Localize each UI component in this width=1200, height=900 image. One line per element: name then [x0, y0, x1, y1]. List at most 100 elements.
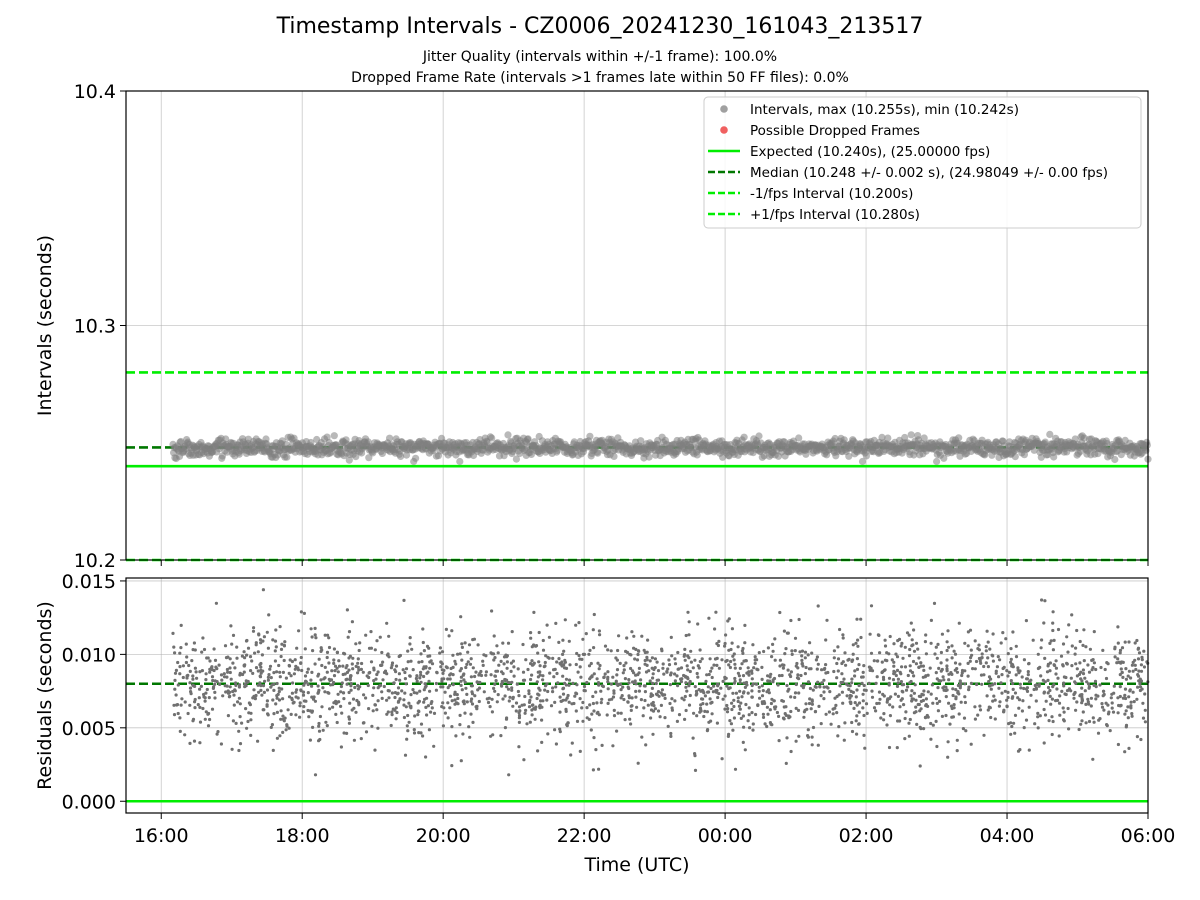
residual-point: [597, 629, 602, 633]
residual-point: [719, 686, 723, 690]
residual-point: [761, 712, 766, 716]
residual-point: [185, 655, 189, 659]
residual-point: [434, 681, 438, 686]
residual-point: [419, 670, 423, 674]
residual-point: [1043, 656, 1047, 661]
residual-point: [1038, 714, 1042, 718]
residual-point: [785, 683, 789, 688]
residual-point: [781, 699, 786, 703]
residual-point: [651, 672, 655, 676]
residual-point: [730, 641, 734, 645]
interval-point: [1046, 430, 1054, 438]
residual-point: [505, 666, 509, 670]
residual-point: [854, 641, 858, 645]
residual-point: [238, 715, 242, 719]
residual-point: [228, 666, 232, 670]
residual-point: [652, 704, 656, 708]
residual-point: [231, 719, 235, 723]
residual-point: [778, 664, 782, 668]
residual-point: [645, 663, 649, 668]
residual-point: [462, 702, 466, 706]
residual-point: [1119, 667, 1123, 671]
residual-point: [920, 692, 924, 697]
residual-point: [558, 730, 562, 734]
legend-label: Possible Dropped Frames: [750, 123, 920, 139]
residual-point: [855, 657, 860, 661]
residual-point: [794, 706, 798, 711]
residual-point: [578, 697, 582, 701]
residual-point: [527, 692, 531, 696]
residual-point: [900, 665, 904, 669]
residual-point: [501, 697, 505, 701]
residual-point: [183, 700, 187, 704]
residual-point: [561, 692, 566, 696]
residual-point: [252, 688, 256, 692]
residual-point: [332, 647, 336, 651]
residual-point: [310, 695, 314, 699]
residual-point: [737, 704, 742, 708]
residual-point: [302, 611, 306, 616]
residual-point: [240, 654, 244, 658]
residual-point: [660, 688, 665, 692]
residual-point: [712, 663, 716, 667]
residual-point: [521, 670, 526, 674]
residual-point: [615, 668, 620, 672]
residual-point: [1121, 660, 1125, 665]
residual-point: [203, 717, 207, 721]
residual-point: [516, 667, 520, 671]
residual-point: [861, 706, 865, 710]
residual-point: [215, 732, 219, 736]
residual-point: [1062, 681, 1066, 685]
residual-point: [889, 695, 893, 699]
residual-point: [861, 675, 865, 679]
residual-point: [606, 701, 610, 706]
residual-point: [1084, 702, 1088, 707]
residual-point: [663, 716, 667, 720]
residual-point: [777, 714, 781, 719]
residual-point: [635, 705, 639, 709]
residual-point: [585, 716, 589, 720]
residual-point: [302, 705, 306, 709]
residual-point: [448, 694, 452, 698]
residual-point: [771, 680, 775, 684]
residual-point: [409, 693, 413, 697]
residual-point: [1025, 677, 1029, 681]
residual-point: [1108, 729, 1112, 733]
residual-point: [894, 673, 898, 678]
residual-point: [967, 685, 971, 689]
residual-point: [997, 675, 1001, 679]
residual-point: [1061, 663, 1065, 667]
residual-point: [364, 696, 368, 700]
residual-point: [650, 686, 655, 691]
residual-point: [515, 682, 519, 686]
residual-point: [592, 709, 596, 713]
residual-point: [545, 698, 549, 702]
residual-point: [1061, 706, 1065, 710]
residual-point: [797, 677, 801, 681]
residual-point: [1129, 676, 1133, 680]
residual-point: [1062, 684, 1066, 688]
interval-point: [594, 449, 602, 457]
residual-point: [736, 645, 740, 649]
x-tick-label: 16:00: [134, 825, 189, 847]
residual-point: [1075, 667, 1079, 671]
residual-point: [1018, 669, 1022, 673]
residual-point: [262, 708, 266, 712]
residual-point: [632, 634, 636, 638]
residual-point: [244, 707, 248, 711]
residual-point: [372, 686, 376, 690]
residual-point: [208, 670, 212, 674]
residual-point: [234, 721, 238, 726]
residual-point: [451, 665, 455, 670]
residual-point: [320, 705, 324, 709]
residual-point: [1123, 640, 1127, 644]
residual-point: [840, 690, 845, 694]
interval-point: [1143, 441, 1151, 449]
residual-point: [493, 682, 497, 686]
residual-point: [574, 691, 578, 695]
residual-point: [654, 681, 658, 686]
residual-point: [853, 701, 857, 705]
residual-point: [566, 721, 570, 725]
residual-point: [1113, 655, 1117, 659]
residual-point: [747, 673, 751, 677]
